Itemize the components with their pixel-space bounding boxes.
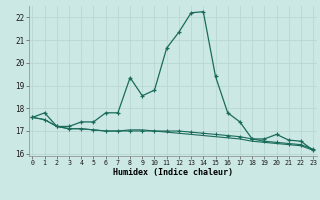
- X-axis label: Humidex (Indice chaleur): Humidex (Indice chaleur): [113, 168, 233, 177]
